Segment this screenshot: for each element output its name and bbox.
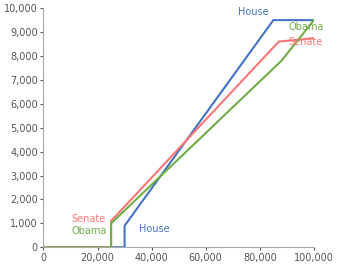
Text: House: House bbox=[238, 6, 269, 17]
Text: House: House bbox=[140, 224, 170, 234]
Text: Senate: Senate bbox=[72, 214, 106, 223]
Text: Senate: Senate bbox=[288, 37, 322, 47]
Text: Obama: Obama bbox=[72, 226, 107, 235]
Text: Obama: Obama bbox=[288, 22, 323, 32]
